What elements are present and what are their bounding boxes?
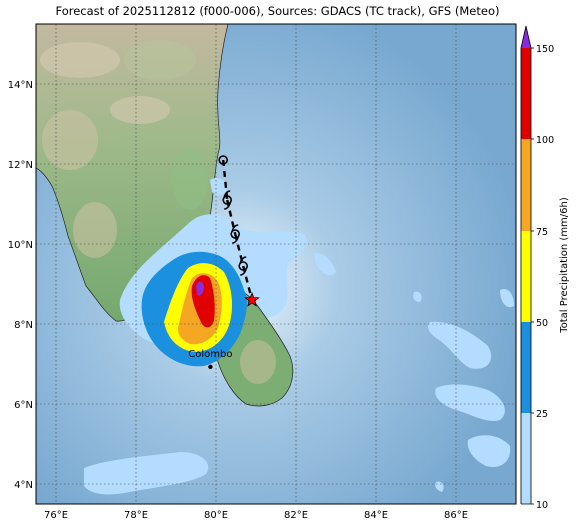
lat-tick: 8°N [14,320,33,331]
precip-extreme [196,281,204,296]
city-label: Colombo [188,349,232,360]
cyclone-position-symbol [230,224,240,244]
colorbar-segment [521,139,531,231]
lon-tick: 82°E [284,510,308,521]
colorbar-extend-arrow [521,26,531,48]
lon-tick: 84°E [364,510,388,521]
lat-tick-labels: 4°N 6°N 8°N 10°N 12°N 14°N [8,80,33,491]
cyclone-position-symbol [218,155,228,165]
lat-tick: 14°N [8,80,33,91]
city-dot [208,364,213,369]
lat-tick: 6°N [14,400,33,411]
colorbar-tick: 100 [536,135,554,146]
graticule [36,24,516,504]
cyclone-position-symbol [222,190,232,210]
lon-tick-labels: 76°E 78°E 80°E 82°E 84°E 86°E [44,510,468,521]
lat-tick: 12°N [8,160,33,171]
colorbar-tick: 75 [536,227,548,238]
colorbar-tick: 50 [536,318,548,329]
cyclone-position-symbol [238,256,248,276]
map-frame [35,23,517,505]
colorbar-tick: 25 [536,409,548,420]
sri-lanka-highlands [240,340,276,384]
colombo-marker: Colombo [188,349,233,369]
current-position-star-icon [244,291,260,307]
colorbar-segment [521,231,531,322]
cyclone-track [218,155,260,307]
lat-tick: 10°N [8,240,33,251]
colorbar-label: Total Precipitation (mm/6h) [559,197,570,334]
lat-tick: 4°N [14,480,33,491]
colorbar-tick: 150 [536,44,554,55]
lon-tick: 76°E [44,510,68,521]
map-title: Forecast of 2025112812 (f000-006), Sourc… [55,4,500,18]
lon-tick: 80°E [204,510,228,521]
precipitation-colorbar: 10 25 50 75 100 150 Total Precipitation … [520,25,570,511]
colorbar-segment [521,48,531,139]
colorbar-tick: 10 [536,500,548,511]
colorbar-segment [521,413,531,504]
colorbar-segment [521,322,531,413]
lon-tick: 78°E [124,510,148,521]
lon-tick: 86°E [444,510,468,521]
